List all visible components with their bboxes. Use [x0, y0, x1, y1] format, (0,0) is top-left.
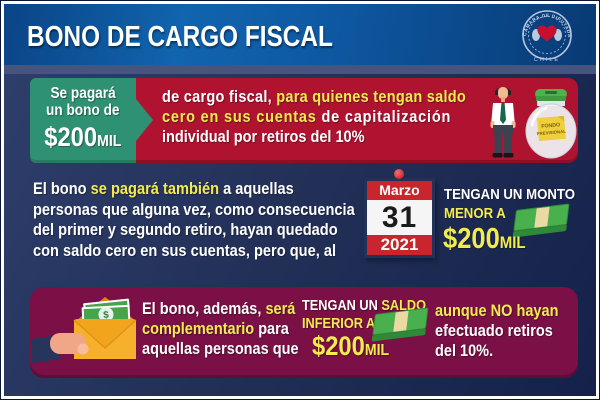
intro-line2: un bono de: [46, 102, 120, 119]
band2-body-text: El bono se pagará también a aquellas per…: [33, 179, 407, 261]
band3-line2-yellow: complementario: [142, 320, 255, 338]
band3-line1-white: El bono, además,: [142, 300, 266, 318]
band3-right-line1: aunque NO hayan: [435, 302, 559, 320]
businessman-icon: [490, 87, 516, 158]
band3-mid-line2: INFERIOR A: [302, 316, 376, 332]
chamber-of-deputies-seal-icon: CÁMARA DE DIPUTADAS Y DIPUTADOS CHILE: [518, 9, 572, 63]
band3-line3: aquellas personas que: [142, 340, 299, 358]
band2-line4: con saldo cero en sus cuentas, pero que,…: [33, 240, 337, 260]
band3-line2-white: para: [254, 320, 289, 338]
band2-line1-c: a aquellas: [219, 179, 294, 198]
band1-intro-box: Se pagará un bono de $200MIL: [30, 78, 136, 163]
header-divider: [4, 65, 596, 74]
band3-left-text: El bono, además, será complementario par…: [142, 299, 320, 359]
band2-line1-a: El bono: [33, 179, 91, 198]
band2-line2: personas que alguna vez, como consecuenc…: [33, 199, 355, 219]
band3-amount-unit: MIL: [364, 342, 390, 359]
band2-amount-unit: MIL: [499, 233, 526, 252]
jar-label-line1: FONDO: [541, 122, 560, 130]
band1-amount: $200: [44, 122, 98, 152]
dollar-sign: $: [103, 310, 110, 321]
arrow-right-icon: [136, 99, 153, 141]
band2-line3: del primer y segundo retiro, hayan queda…: [33, 220, 338, 239]
band1-line1-white: de cargo fiscal,: [162, 88, 277, 106]
band3-right-line3: del 10%.: [435, 342, 494, 360]
page-title: BONO DE CARGO FISCAL: [27, 21, 333, 53]
calendar-pin-icon: [394, 169, 404, 179]
band3-purple-panel: $ El bono, además, será complementario p…: [30, 287, 578, 378]
calendar-day: 31: [367, 200, 432, 235]
band3-right-text: aunque NO hayan efectuado retiros del 10…: [435, 301, 575, 361]
band1-line2-white: de capitalización: [316, 108, 452, 126]
band3-amount-group: $200MIL: [312, 331, 400, 362]
money-envelope-icon: $: [32, 297, 137, 363]
header-band: [4, 4, 596, 65]
jar-label-line2: PREVISIONAL: [537, 129, 567, 137]
calendar-month: Marzo: [367, 181, 432, 200]
band3-amount: $200: [312, 331, 365, 361]
calendar-icon: Marzo 31 2021: [364, 178, 435, 258]
band3-line1-yellow: será: [265, 300, 296, 318]
band2-line1-b: se pagará también: [90, 179, 220, 198]
intro-line1: Se pagará: [50, 85, 116, 102]
band1-line1-yellow: para quienes tengan saldo: [276, 88, 467, 106]
band2-right-line2: MENOR A: [444, 205, 506, 222]
band3-right-line2: efectuado retiros: [435, 322, 553, 340]
band1-line3: individual por retiros del 10%: [162, 128, 365, 146]
band1-line2-yellow: cero en sus cuentas: [162, 108, 317, 126]
band1-amount-unit: MIL: [97, 133, 122, 150]
band1-body-text: de cargo fiscal, para quienes tengan sal…: [162, 87, 507, 147]
seal-country-label: CHILE: [534, 57, 560, 63]
savings-jar-icon: FONDO PREVISIONAL: [525, 89, 577, 159]
band2-amount-group: $200MIL: [443, 223, 537, 256]
band2-amount: $200: [443, 223, 500, 255]
calendar-year: 2021: [367, 235, 432, 255]
band2-right-line1: TENGAN UN MONTO: [444, 186, 576, 203]
